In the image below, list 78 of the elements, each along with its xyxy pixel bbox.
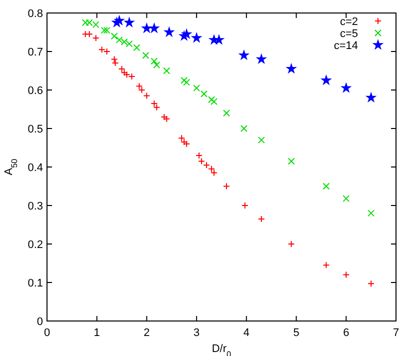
y-tick-label: 0.6 [28,85,43,97]
x-tick-label: 6 [343,327,350,339]
point [342,195,350,202]
point [368,210,375,217]
point [86,30,93,38]
point [110,32,118,40]
point [153,61,160,68]
point [153,104,160,111]
point [365,92,377,103]
legend-label: c=2 [340,16,358,28]
x-tick-label: 5 [293,327,300,339]
point [110,56,118,63]
x-tick-label: 4 [243,327,250,339]
point [258,215,265,222]
point [322,182,330,190]
point [200,90,208,98]
point [222,182,230,190]
point [163,115,170,122]
point [114,14,125,26]
point [180,76,188,84]
x-tick-label: 7 [392,327,400,339]
point [183,140,190,148]
point [208,96,216,104]
point [240,125,248,132]
point [238,49,250,60]
point [183,78,190,86]
point [142,52,150,59]
point [124,16,135,28]
x-tick-label: 1 [94,327,100,339]
y-tick-label: 0.1 [28,278,43,290]
point [222,110,230,117]
point [160,113,168,120]
point [258,136,265,144]
point [103,26,110,34]
point [82,30,89,38]
point [143,92,150,100]
point [163,67,170,74]
y-tick-label: 0.3 [28,200,43,212]
point [138,86,146,94]
point [193,84,200,92]
point [112,60,119,67]
point [150,58,158,65]
point [180,138,188,146]
x-tick-label: 2 [144,327,150,339]
point [190,32,202,43]
point [136,82,143,90]
y-tick-label: 0.7 [28,46,43,58]
x-tick-label: 3 [194,327,200,339]
y-tick-label: 0.8 [28,8,43,20]
y-tick-label: 0 [36,316,43,328]
legend-label: c=5 [340,28,358,40]
point [180,28,192,40]
x-tick-label: 0 [44,327,50,339]
point [210,98,218,106]
point [241,202,248,209]
point [133,44,140,52]
point [150,100,158,107]
point [118,65,126,72]
y-tick-label: 0.2 [28,239,43,251]
point [288,240,295,248]
point [322,262,330,269]
point [178,134,186,142]
point [342,271,350,278]
point [368,280,375,288]
legend-label: c=14 [334,40,358,52]
point [82,19,89,26]
point [210,169,218,176]
point [286,62,297,74]
point [92,34,100,42]
point [163,26,175,38]
point [320,74,332,86]
point [256,53,268,64]
y-tick-label: 0.4 [28,162,43,174]
point [288,158,295,165]
point [100,26,108,34]
point [120,69,128,76]
point [340,82,352,93]
y-tick-label: 0.5 [28,124,43,136]
